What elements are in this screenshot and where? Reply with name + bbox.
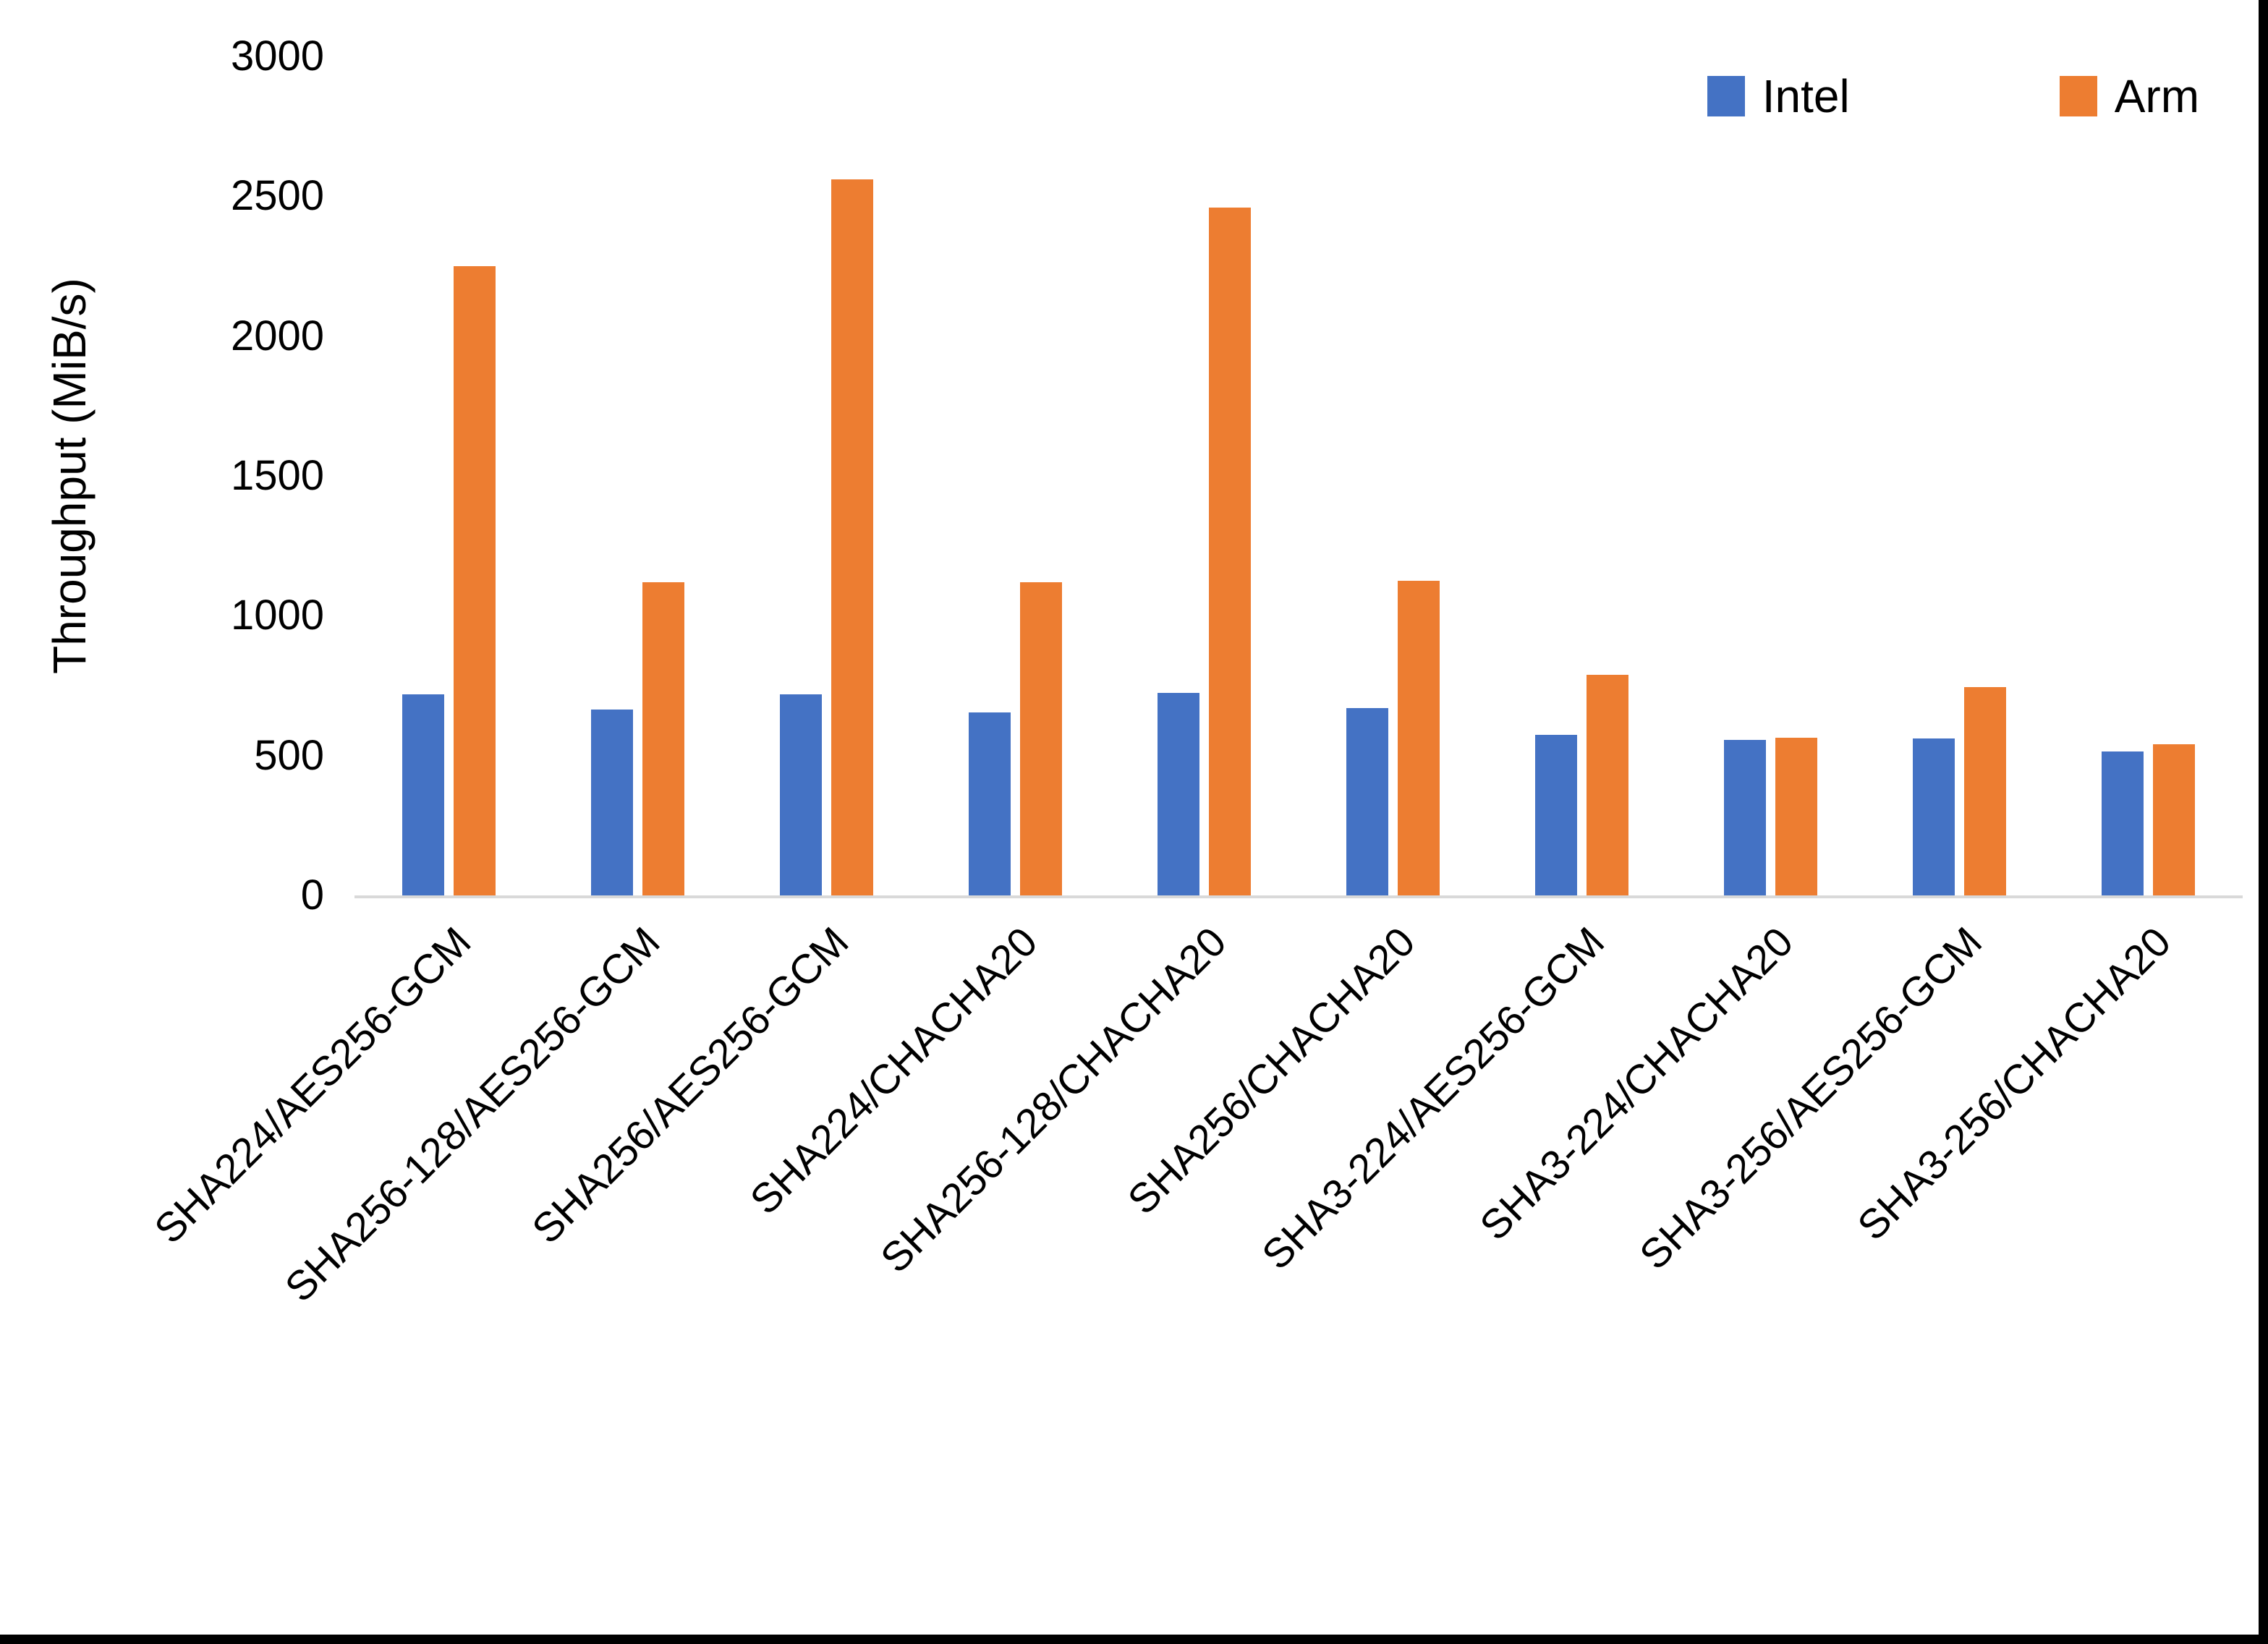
- x-axis-category-label-text: SHA3-256/CHACHA20: [1848, 918, 2180, 1250]
- bar-arm: [1398, 581, 1440, 895]
- bar-arm: [1587, 674, 1628, 895]
- legend-item-arm: Arm: [2059, 69, 2199, 123]
- bar-group: [780, 56, 873, 895]
- bar-group: [402, 56, 496, 895]
- figure-right-border: [2259, 0, 2268, 1644]
- bar-arm: [1775, 737, 1817, 895]
- bar-intel: [2102, 751, 2144, 895]
- bar-group: [969, 56, 1062, 895]
- bar-intel: [780, 694, 822, 895]
- x-axis-category-label-text: SHA3-224/CHACHA20: [1471, 918, 1802, 1250]
- y-axis-title: Throughput (MiB/s): [43, 278, 95, 674]
- bar-intel: [591, 709, 633, 895]
- bar-intel: [1346, 707, 1388, 895]
- bar-arm: [1209, 207, 1251, 895]
- y-axis-tick-label: 1500: [230, 452, 324, 499]
- bar-group: [1913, 56, 2006, 895]
- bar-intel: [1535, 734, 1577, 895]
- bar-intel: [969, 712, 1011, 895]
- legend-item-intel: Intel: [1707, 69, 1850, 123]
- bar-intel: [1913, 738, 1955, 895]
- y-axis-tick-label: 2000: [230, 312, 324, 359]
- bar-arm: [1020, 582, 1062, 895]
- x-axis-category-label-text: SHA256-128/CHACHA20: [872, 918, 1236, 1282]
- y-axis-tick-label: 0: [300, 872, 324, 919]
- x-axis-category-label-text: SHA224/AES256-GCM: [145, 918, 480, 1253]
- bar-arm: [831, 179, 873, 895]
- bar-intel: [1158, 692, 1199, 895]
- y-axis-tick-label: 3000: [230, 33, 324, 80]
- y-axis-tick-label: 1000: [230, 592, 324, 639]
- y-axis-tick-label: 500: [254, 731, 324, 779]
- bar-intel: [402, 694, 444, 895]
- legend: Intel Arm: [1707, 69, 2199, 123]
- bar-arm: [642, 582, 684, 895]
- bar-intel: [1724, 740, 1766, 895]
- x-axis-category-label-text: SHA3-224/AES256-GCM: [1252, 918, 1613, 1279]
- legend-label: Intel: [1762, 70, 1850, 122]
- bar-arm: [1964, 686, 2006, 895]
- figure-bottom-border: [0, 1635, 2268, 1644]
- bar-group: [1346, 56, 1440, 895]
- bar-group: [591, 56, 684, 895]
- x-axis-category-label-text: SHA256/AES256-GCM: [523, 918, 858, 1253]
- y-axis-tick-label: 2500: [230, 172, 324, 220]
- bar-group: [1724, 56, 1817, 895]
- bar-groups: [354, 56, 2243, 895]
- bar-arm: [454, 266, 496, 895]
- bar-group: [1535, 56, 1628, 895]
- x-axis-category-label-text: SHA3-256/AES256-GCM: [1630, 918, 1991, 1279]
- legend-label: Arm: [2114, 70, 2199, 122]
- legend-swatch-icon: [1707, 76, 1745, 116]
- bar-group: [2102, 56, 2195, 895]
- bar-group: [1158, 56, 1251, 895]
- plot-area: 3000 2500 2000 1500 1000 500 0 SHA224/AES256-G…: [146, 35, 2243, 1311]
- legend-swatch-icon: [2059, 76, 2097, 116]
- x-axis-category-label-text: SHA256-128/AES256-GCM: [276, 918, 669, 1311]
- bar-arm: [2153, 744, 2195, 895]
